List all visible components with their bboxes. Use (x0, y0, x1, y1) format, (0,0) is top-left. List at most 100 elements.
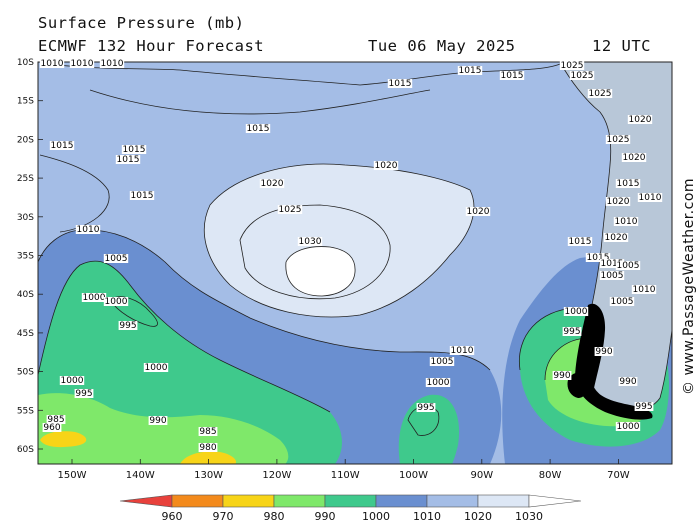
isobar-label: 995 (417, 403, 434, 413)
isobar-label-bg (103, 254, 129, 263)
isobar-label-bg (609, 297, 635, 306)
legend-swatch (222, 494, 275, 508)
legend-tick-label: 1010 (413, 510, 441, 523)
isobar-label: 990 (595, 347, 612, 357)
lon-label: 110W (331, 470, 360, 481)
legend-tick-label: 970 (213, 510, 234, 523)
isobar-label: 1010 (101, 59, 124, 69)
isobar-label-bg (631, 285, 657, 294)
lon-label: 150W (58, 470, 87, 481)
isobar-label: 1025 (279, 205, 302, 215)
isobar-label-bg (563, 307, 589, 316)
isobar-label-bg (637, 193, 663, 202)
isobar-label: 1010 (633, 285, 656, 295)
isobar-label: 1020 (623, 153, 646, 163)
isobar-label: 1020 (607, 197, 630, 207)
isobar-label-bg (69, 59, 95, 68)
isobar-label-bg (562, 327, 582, 336)
isobar-label-bg (387, 79, 413, 88)
isobar-label: 1015 (247, 124, 270, 134)
isobar-label-bg (99, 59, 125, 68)
isobar-label-bg (118, 321, 138, 330)
legend-tick-label: 980 (264, 510, 285, 523)
isobar-label-bg (59, 376, 85, 385)
legend-swatch (426, 494, 479, 508)
isobar-label-bg (416, 403, 436, 412)
isobar-label-bg (148, 416, 168, 425)
isobar-label-bg (552, 371, 572, 380)
band-1020-1030 (204, 164, 474, 317)
isobar-label: 1005 (105, 254, 128, 264)
isobar-label: 995 (563, 327, 580, 337)
isobar-label: 1005 (601, 271, 624, 281)
isobar-label: 1020 (467, 207, 490, 217)
isobar-label-bg (429, 357, 455, 366)
isobar-label-bg (81, 293, 107, 302)
model-forecast-label: ECMWF 132 Hour Forecast (38, 37, 265, 55)
isobar-label-bg (569, 71, 595, 80)
isobar-label: 1015 (617, 179, 640, 189)
isobar-label-bg (297, 237, 323, 246)
isobar-label: 1000 (61, 376, 84, 386)
isobar-label: 1010 (71, 59, 94, 69)
isobar-label: 1000 (427, 378, 450, 388)
isobar-label: 1000 (617, 422, 640, 432)
isobar-label-bg (499, 71, 525, 80)
lat-label: 35S (17, 252, 34, 262)
legend-tick-label: 960 (162, 510, 183, 523)
lat-label: 45S (17, 329, 34, 339)
isobar-label: 1010 (41, 59, 64, 69)
isobar-label-bg (613, 217, 639, 226)
isobar-label: 1025 (561, 61, 584, 71)
isobar-label: 1030 (299, 237, 322, 247)
patagonia-land (575, 303, 653, 420)
isobar-label-bg (605, 135, 631, 144)
isobar-label: 1015 (601, 259, 624, 269)
isobar-label-bg (46, 415, 66, 424)
isobar-label: 995 (635, 402, 652, 412)
band-980-990-west (38, 393, 289, 464)
isobar-label: 985 (199, 427, 216, 437)
isobar-label-layer: 1010 1010 1010 1015 1015 1015 1015 1015 1015 1015… (39, 59, 663, 453)
lon-label: 70W (607, 470, 630, 481)
southern-chile-fjords (567, 372, 588, 398)
isobar-label: 1015 (389, 79, 412, 89)
isobar-label-bg (121, 145, 147, 154)
legend-swatch (273, 494, 326, 508)
isobar-label: 1000 (145, 363, 168, 373)
isobar-label-bg (259, 179, 285, 188)
isobar-label: 990 (149, 416, 166, 426)
lon-label: 80W (539, 470, 562, 481)
isobar-label-bg (74, 389, 94, 398)
isobar-label-bg (634, 402, 654, 411)
lat-label: 60S (17, 445, 34, 455)
isobar-label: 1015 (459, 66, 482, 76)
isobar-label: 960 (43, 423, 60, 433)
isobar-label: 1015 (123, 145, 146, 155)
band-990-1000-mid (398, 394, 460, 464)
isobar-label: 995 (119, 321, 136, 331)
isobar-label-bg (615, 179, 641, 188)
isobar-label-bg (75, 225, 101, 234)
isobar-label: 985 (47, 415, 64, 425)
isobar-label-bg (245, 124, 271, 133)
longitude-axis: 150W 140W 130W 120W 110W 100W 90W 80W 70W (58, 459, 630, 481)
isobar-label: 1015 (569, 237, 592, 247)
legend-low-arrow (119, 494, 173, 508)
pressure-fill-layer (38, 62, 672, 464)
forecast-time: 12 UTC (592, 37, 651, 55)
isobar-label-bg (599, 259, 625, 268)
pressure-color-legend: 960 970 980 990 1000 1010 1020 1030 (119, 494, 582, 523)
isobar-label: 1025 (589, 89, 612, 99)
isobar-label-bg (594, 347, 614, 356)
forecast-date: Tue 06 May 2025 (368, 37, 516, 55)
lon-label: 140W (126, 470, 155, 481)
isobar-label: 1020 (261, 179, 284, 189)
lat-label: 30S (17, 213, 34, 223)
lat-label: 55S (17, 406, 34, 416)
isobar-label: 1010 (639, 193, 662, 203)
isobar-label: 980 (199, 443, 216, 453)
isobar-label-bg (465, 207, 491, 216)
isobar-label-bg (587, 89, 613, 98)
